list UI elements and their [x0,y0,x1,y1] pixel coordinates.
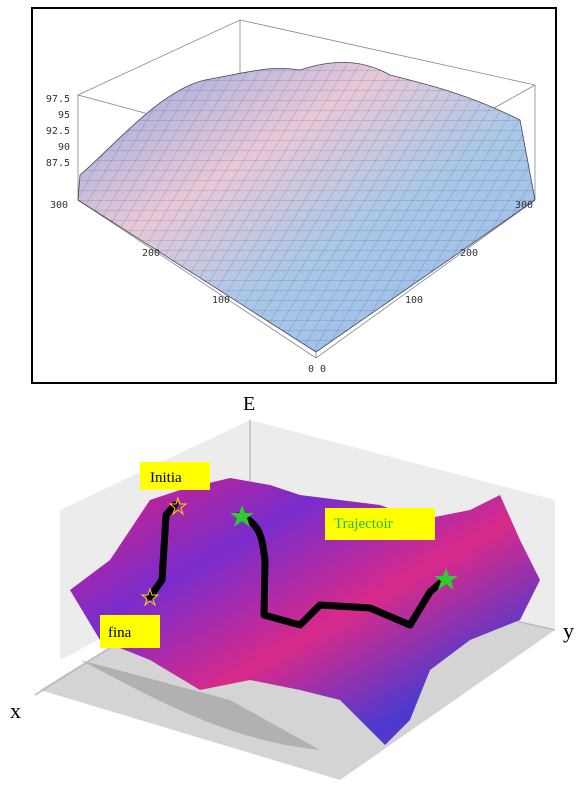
trajectory-label: Trajectoir [334,516,393,532]
axis-e: E [243,393,255,415]
left-tick: 300 [50,200,68,211]
z-tick: 97.5 [46,94,70,105]
z-tick: 90 [58,142,70,153]
left-tick: 100 [212,295,230,306]
left-tick: 0 [308,364,314,375]
z-tick: 92.5 [46,126,70,137]
axis-x: x [10,698,21,723]
initial-label: Initia [150,470,182,486]
right-tick: 300 [515,200,533,211]
page: 97.5 95 92.5 90 87.5 300 200 100 0 0 100… [0,0,579,809]
z-tick: 95 [58,110,70,121]
figure: 97.5 95 92.5 90 87.5 300 200 100 0 0 100… [0,0,579,809]
right-tick: 0 [320,364,326,375]
right-tick: 200 [460,248,478,259]
axis-y: y [563,618,574,643]
z-tick: 87.5 [46,158,70,169]
right-tick: 100 [405,295,423,306]
left-tick: 200 [142,248,160,259]
final-label: fina [108,625,132,641]
